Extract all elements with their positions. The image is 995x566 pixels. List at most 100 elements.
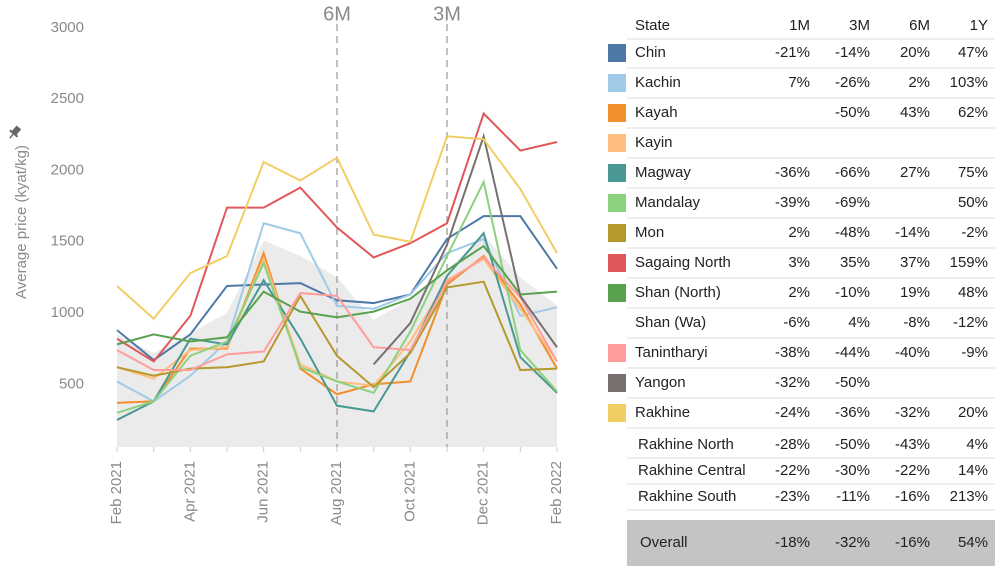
x-tick-label: Oct 2021 xyxy=(401,461,418,522)
series-line xyxy=(372,132,558,366)
change-cell: 14% xyxy=(958,462,988,479)
series-line xyxy=(116,244,558,346)
series-line xyxy=(116,280,558,389)
overall-band xyxy=(627,520,995,566)
change-cell: -10% xyxy=(835,284,870,301)
series-line xyxy=(116,111,558,363)
change-cell: -36% xyxy=(775,164,810,181)
reference-label: 6M xyxy=(323,3,351,25)
change-cell: -9% xyxy=(961,344,988,361)
change-cell: 43% xyxy=(900,104,930,121)
change-cell: -16% xyxy=(895,488,930,505)
x-tick-label: Feb 2022 xyxy=(548,461,565,524)
state-name: Mandalay xyxy=(635,194,701,211)
state-name: Tanintharyi xyxy=(635,344,708,361)
change-cell: -32% xyxy=(775,374,810,391)
change-cell: 54% xyxy=(958,534,988,551)
x-tick-label: Feb 2021 xyxy=(108,461,125,524)
change-cell: 7% xyxy=(788,74,810,91)
x-tick-label: Apr 2021 xyxy=(181,461,198,522)
change-cell: 4% xyxy=(966,436,988,453)
change-cell: -11% xyxy=(836,488,870,505)
series-line xyxy=(116,215,558,362)
change-cell: 103% xyxy=(950,74,988,91)
change-cell: -6% xyxy=(783,314,810,331)
change-cell: -50% xyxy=(835,374,870,391)
change-cell: 62% xyxy=(958,104,988,121)
state-name: State xyxy=(635,17,670,34)
change-cell: -44% xyxy=(835,344,870,361)
change-cell: 2% xyxy=(788,284,810,301)
series-line xyxy=(116,178,558,414)
state-name: Mon xyxy=(635,224,664,241)
state-name: Rakhine South xyxy=(638,488,736,505)
change-cell: -36% xyxy=(835,404,870,421)
change-cell: 2% xyxy=(908,74,930,91)
change-cell: 213% xyxy=(950,488,988,505)
change-cell: -69% xyxy=(835,194,870,211)
legend-swatch xyxy=(608,194,626,212)
y-tick-label: 3000 xyxy=(51,19,84,36)
x-tick-label: Dec 2021 xyxy=(475,461,492,525)
state-name: Sagaing North xyxy=(635,254,731,271)
y-tick-label: 1500 xyxy=(51,233,84,250)
state-name: Kayah xyxy=(635,104,678,121)
change-cell: 4% xyxy=(848,314,870,331)
change-cell: -43% xyxy=(895,436,930,453)
change-cell: 2% xyxy=(788,224,810,241)
change-cell: -28% xyxy=(775,436,810,453)
change-cell: -26% xyxy=(835,74,870,91)
legend-swatch xyxy=(608,284,626,302)
y-tick-label: 2000 xyxy=(51,161,84,178)
change-cell: 27% xyxy=(900,164,930,181)
change-cell: 1M xyxy=(789,17,810,34)
pin-icon xyxy=(9,125,22,139)
change-cell: 3M xyxy=(849,17,870,34)
change-cell: -8% xyxy=(903,314,930,331)
change-cell: -48% xyxy=(835,224,870,241)
reference-label: 3M xyxy=(433,3,461,25)
legend-swatch xyxy=(608,104,626,122)
change-cell: 1Y xyxy=(970,17,988,34)
legend-swatch xyxy=(608,374,626,392)
change-cell: 75% xyxy=(958,164,988,181)
change-cell: -18% xyxy=(775,534,810,551)
state-name: Shan (North) xyxy=(635,284,721,301)
x-tick-label: Jun 2021 xyxy=(255,461,272,523)
state-name: Shan (Wa) xyxy=(635,314,706,331)
legend-swatch xyxy=(608,44,626,62)
change-cell: -2% xyxy=(961,224,988,241)
change-cell: -22% xyxy=(775,462,810,479)
state-name: Yangon xyxy=(635,374,686,391)
change-cell: -12% xyxy=(953,314,988,331)
legend-swatch xyxy=(608,74,626,92)
change-cell: -50% xyxy=(835,104,870,121)
y-axis-title: Average price (kyat/kg) xyxy=(13,145,30,299)
series-line xyxy=(116,135,558,321)
legend-swatch xyxy=(608,224,626,242)
change-cell: -32% xyxy=(835,534,870,551)
legend-swatch xyxy=(608,164,626,182)
change-cell: -24% xyxy=(775,404,810,421)
change-cell: 50% xyxy=(958,194,988,211)
change-cell: -66% xyxy=(835,164,870,181)
y-tick-label: 500 xyxy=(59,375,84,392)
change-cell: 19% xyxy=(900,284,930,301)
change-cell: 35% xyxy=(840,254,870,271)
series-line xyxy=(116,250,558,404)
x-tick-label: Aug 2021 xyxy=(328,461,345,525)
series-line xyxy=(116,231,558,421)
change-cell: -21% xyxy=(775,44,810,61)
series-line xyxy=(116,256,558,372)
state-name: Overall xyxy=(640,534,688,551)
legend-swatch xyxy=(608,404,626,422)
change-cell: -23% xyxy=(775,488,810,505)
change-cell: 20% xyxy=(958,404,988,421)
change-cell: -30% xyxy=(835,462,870,479)
change-cell: -50% xyxy=(835,436,870,453)
series-line xyxy=(116,222,558,403)
state-name: Chin xyxy=(635,44,666,61)
state-name: Kachin xyxy=(635,74,681,91)
state-name: Rakhine Central xyxy=(638,462,746,479)
